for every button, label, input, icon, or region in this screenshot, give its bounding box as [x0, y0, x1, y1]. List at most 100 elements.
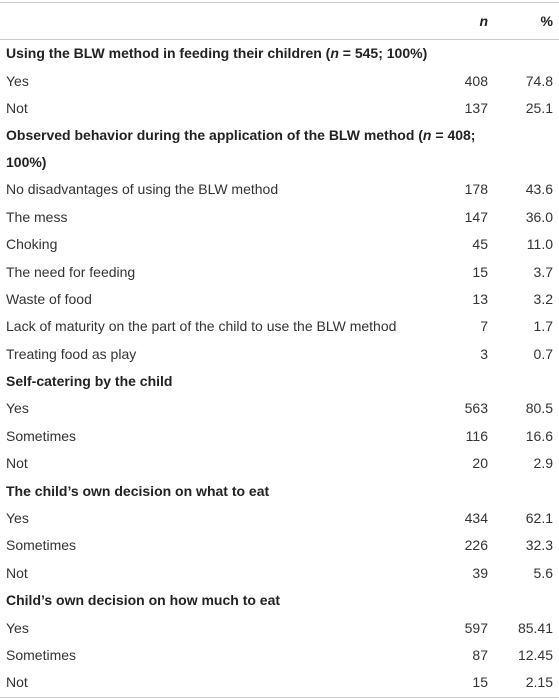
percent-cell: 3.2: [533, 290, 553, 307]
row-label: No disadvantages of using the BLW method: [6, 181, 279, 198]
n-cell: 7: [480, 318, 488, 335]
n-cell: 45: [472, 236, 488, 253]
n-cell: 13: [472, 290, 488, 307]
row-label: Yes: [6, 510, 29, 527]
row-label: Sometimes: [6, 537, 77, 554]
text-run: The child’s own decision on what to eat: [6, 482, 270, 499]
italic-run: n: [422, 127, 432, 144]
n-cell: 408: [464, 72, 488, 89]
n-cell: 3: [480, 345, 488, 362]
percent-cell: 36.0: [525, 208, 553, 225]
section-title: Using the BLW method in feeding their ch…: [0, 40, 559, 68]
section-row: Using the BLW method in feeding their ch…: [0, 40, 559, 68]
percent-cell: 2.15: [494, 669, 559, 698]
header-percent: %: [494, 2, 559, 40]
row-label: Sometimes: [6, 647, 77, 663]
row-label: Waste of food: [6, 290, 92, 307]
text-run: = 408; 100%): [6, 127, 476, 171]
header-blank: [0, 2, 437, 40]
n-cell: 15: [472, 263, 488, 280]
data-row: Yes 597 85.41: [0, 614, 559, 641]
section-title-text: Child’s own decision on how much to eat: [6, 587, 280, 614]
percent-cell: 74.8: [525, 72, 553, 89]
n-cell: 226: [464, 537, 488, 554]
data-row: Yes 434 62.1: [0, 505, 559, 532]
row-label: Yes: [6, 400, 29, 417]
data-row: Yes 563 80.5: [0, 395, 559, 422]
section-title: Observed behavior during the application…: [0, 122, 559, 176]
data-row: Not 20 2.9: [0, 450, 559, 477]
data-row: Lack of maturity on the part of the chil…: [0, 313, 559, 340]
n-cell: 116: [465, 427, 488, 444]
n-cell: 137: [464, 99, 488, 116]
row-label: Treating food as play: [6, 345, 137, 362]
text-run: Using the BLW method in feeding their ch…: [6, 45, 331, 62]
data-row: Sometimes 87 12.45: [0, 642, 559, 669]
data-row: Treating food as play 3 0.7: [0, 341, 559, 368]
row-label: The mess: [6, 208, 68, 225]
percent-cell: 2.9: [533, 455, 553, 472]
row-label: Not: [0, 669, 437, 698]
data-row: Yes 408 74.8: [0, 67, 559, 94]
section-title: The child’s own decision on what to eat: [0, 477, 559, 504]
n-cell: 563: [464, 400, 488, 417]
section-row: Self-catering by the child: [0, 368, 559, 395]
percent-cell: 5.6: [533, 564, 553, 581]
percent-cell: 80.5: [525, 400, 553, 417]
text-run: Child’s own decision on how much to eat: [6, 592, 281, 609]
data-row: The need for feeding 15 3.7: [0, 258, 559, 285]
percent-cell: 16.6: [525, 427, 553, 444]
row-label: Yes: [6, 619, 29, 636]
percent-cell: 12.45: [517, 647, 553, 663]
row-label: Yes: [6, 72, 29, 89]
section-title-text: The child’s own decision on what to eat: [6, 478, 269, 505]
section-title-text: Self-catering by the child: [6, 368, 172, 395]
percent-cell: 32.3: [525, 537, 553, 554]
n-cell: 39: [472, 564, 488, 581]
row-label: Sometimes: [6, 427, 77, 444]
row-label: The need for feeding: [6, 263, 136, 280]
row-label: Choking: [6, 236, 58, 253]
percent-cell: 1.7: [533, 318, 553, 335]
text-run: = 545; 100%): [338, 45, 428, 62]
data-row: Sometimes 116 16.6: [0, 423, 559, 450]
text-run: Self-catering by the child: [6, 373, 173, 390]
section-title-text: Observed behavior during the application…: [6, 122, 476, 176]
data-row: The mess 147 36.0: [0, 204, 559, 231]
percent-cell: 43.6: [525, 181, 553, 198]
percent-cell: 0.7: [533, 345, 553, 362]
section-row: Child’s own decision on how much to eat: [0, 587, 559, 614]
data-row: Choking 45 11.0: [0, 231, 559, 258]
percent-cell: 3.7: [533, 263, 553, 280]
n-cell: 434: [464, 510, 488, 527]
n-cell: 87: [472, 647, 488, 663]
data-row: Not 15 2.15: [0, 669, 559, 698]
row-label: Not: [6, 564, 28, 581]
italic-run: n: [330, 45, 339, 62]
section-row: Observed behavior during the application…: [0, 122, 559, 176]
n-cell: 178: [464, 181, 488, 198]
section-title: Self-catering by the child: [0, 368, 559, 395]
header-row: n %: [0, 2, 559, 40]
n-cell: 20: [472, 455, 488, 472]
text-run: Observed behavior during the application…: [6, 127, 423, 144]
n-cell: 147: [464, 208, 488, 225]
row-label: Not: [6, 455, 28, 472]
percent-cell: 62.1: [525, 510, 553, 527]
n-cell: 597: [464, 619, 488, 636]
section-title: Child’s own decision on how much to eat: [0, 587, 559, 614]
row-label: Not: [6, 99, 28, 116]
percent-cell: 25.1: [525, 99, 553, 116]
section-row: The child’s own decision on what to eat: [0, 477, 559, 504]
data-row: Waste of food 13 3.2: [0, 286, 559, 313]
data-row: Sometimes 226 32.3: [0, 532, 559, 559]
n-cell: 15: [437, 669, 494, 698]
table-body: Using the BLW method in feeding their ch…: [0, 40, 559, 698]
percent-cell: 85.41: [517, 619, 553, 636]
data-row: Not 39 5.6: [0, 560, 559, 587]
data-row: Not 137 25.1: [0, 95, 559, 122]
percent-cell: 11.0: [526, 236, 553, 253]
row-label: Lack of maturity on the part of the chil…: [6, 318, 397, 335]
